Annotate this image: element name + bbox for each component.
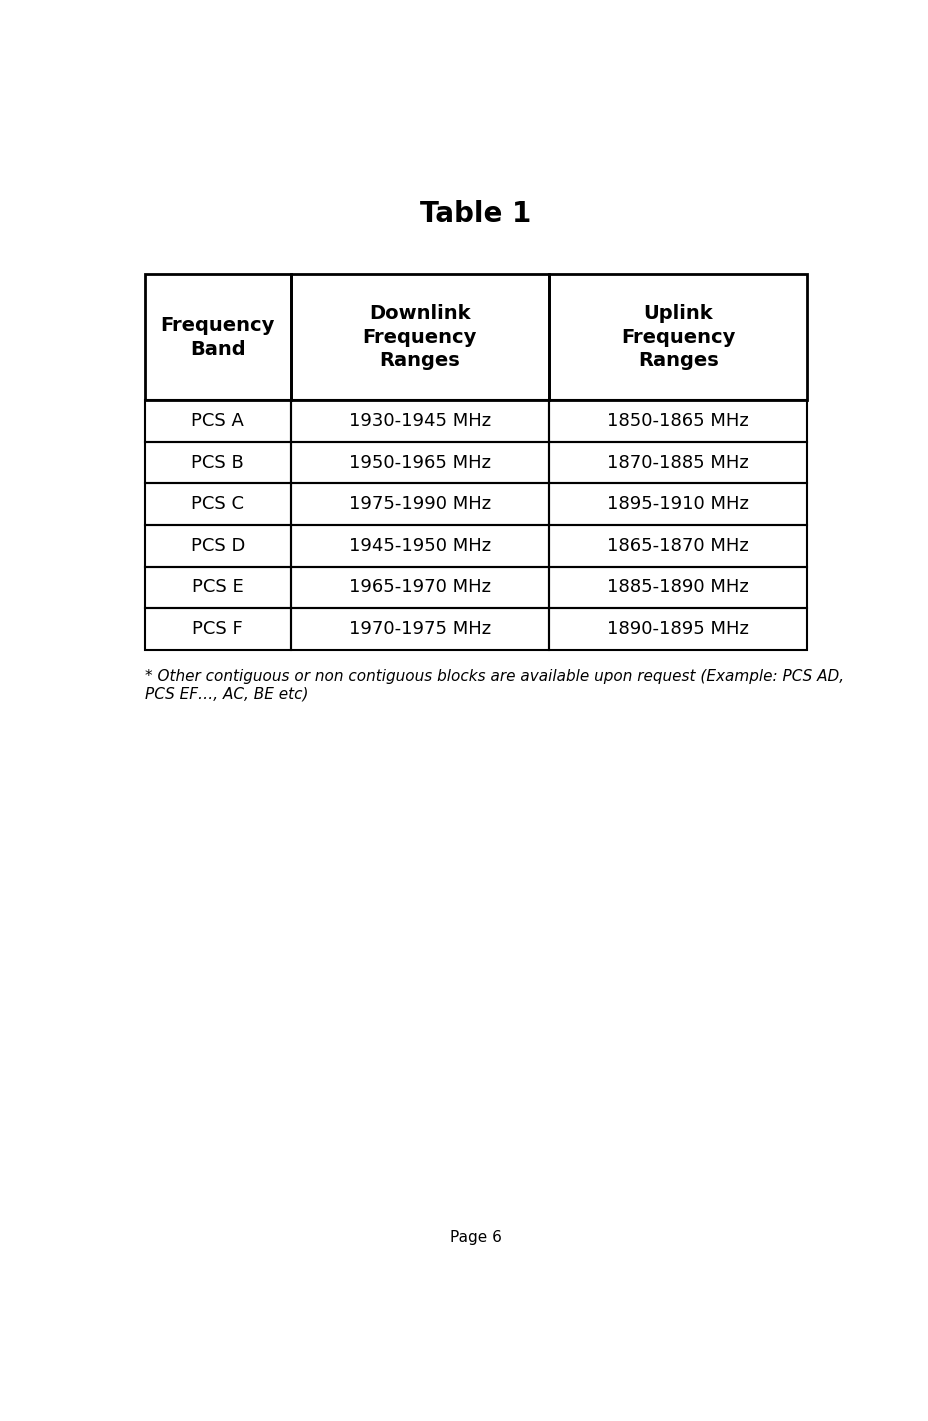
Bar bbox=[548, 608, 806, 649]
Bar bbox=[548, 442, 806, 483]
Bar bbox=[145, 401, 290, 442]
Text: 1965-1970 MHz: 1965-1970 MHz bbox=[348, 578, 490, 597]
Bar bbox=[145, 524, 290, 567]
Bar bbox=[548, 401, 806, 442]
Text: Uplink
Frequency
Ranges: Uplink Frequency Ranges bbox=[620, 304, 735, 371]
Bar bbox=[290, 274, 548, 401]
Text: 1865-1870 MHz: 1865-1870 MHz bbox=[607, 537, 748, 554]
Text: PCS F: PCS F bbox=[192, 620, 243, 638]
Text: 1950-1965 MHz: 1950-1965 MHz bbox=[348, 453, 490, 472]
Text: Downlink
Frequency
Ranges: Downlink Frequency Ranges bbox=[362, 304, 476, 371]
Bar bbox=[145, 567, 290, 608]
Text: PCS E: PCS E bbox=[192, 578, 243, 597]
Bar bbox=[548, 524, 806, 567]
Bar bbox=[145, 274, 290, 401]
Text: 1945-1950 MHz: 1945-1950 MHz bbox=[348, 537, 490, 554]
Text: 1870-1885 MHz: 1870-1885 MHz bbox=[607, 453, 748, 472]
Text: Frequency
Band: Frequency Band bbox=[161, 315, 275, 358]
Text: 1970-1975 MHz: 1970-1975 MHz bbox=[348, 620, 490, 638]
Bar bbox=[548, 483, 806, 524]
Bar bbox=[548, 567, 806, 608]
Bar bbox=[548, 274, 806, 401]
Text: PCS C: PCS C bbox=[191, 496, 244, 513]
Text: 1895-1910 MHz: 1895-1910 MHz bbox=[607, 496, 748, 513]
Text: PCS D: PCS D bbox=[190, 537, 245, 554]
Text: * Other contiguous or non contiguous blocks are available upon request (Example:: * Other contiguous or non contiguous blo… bbox=[145, 669, 844, 702]
Bar bbox=[290, 483, 548, 524]
Bar bbox=[290, 608, 548, 649]
Text: 1885-1890 MHz: 1885-1890 MHz bbox=[607, 578, 748, 597]
Text: PCS A: PCS A bbox=[191, 412, 244, 431]
Bar bbox=[145, 442, 290, 483]
Text: 1850-1865 MHz: 1850-1865 MHz bbox=[607, 412, 748, 431]
Text: Page 6: Page 6 bbox=[450, 1229, 501, 1245]
Text: 1975-1990 MHz: 1975-1990 MHz bbox=[348, 496, 490, 513]
Text: Table 1: Table 1 bbox=[420, 200, 531, 229]
Bar bbox=[145, 483, 290, 524]
Bar bbox=[290, 442, 548, 483]
Text: 1930-1945 MHz: 1930-1945 MHz bbox=[348, 412, 490, 431]
Text: 1890-1895 MHz: 1890-1895 MHz bbox=[607, 620, 748, 638]
Bar bbox=[145, 608, 290, 649]
Bar bbox=[290, 401, 548, 442]
Bar bbox=[290, 524, 548, 567]
Text: PCS B: PCS B bbox=[191, 453, 244, 472]
Bar bbox=[290, 567, 548, 608]
